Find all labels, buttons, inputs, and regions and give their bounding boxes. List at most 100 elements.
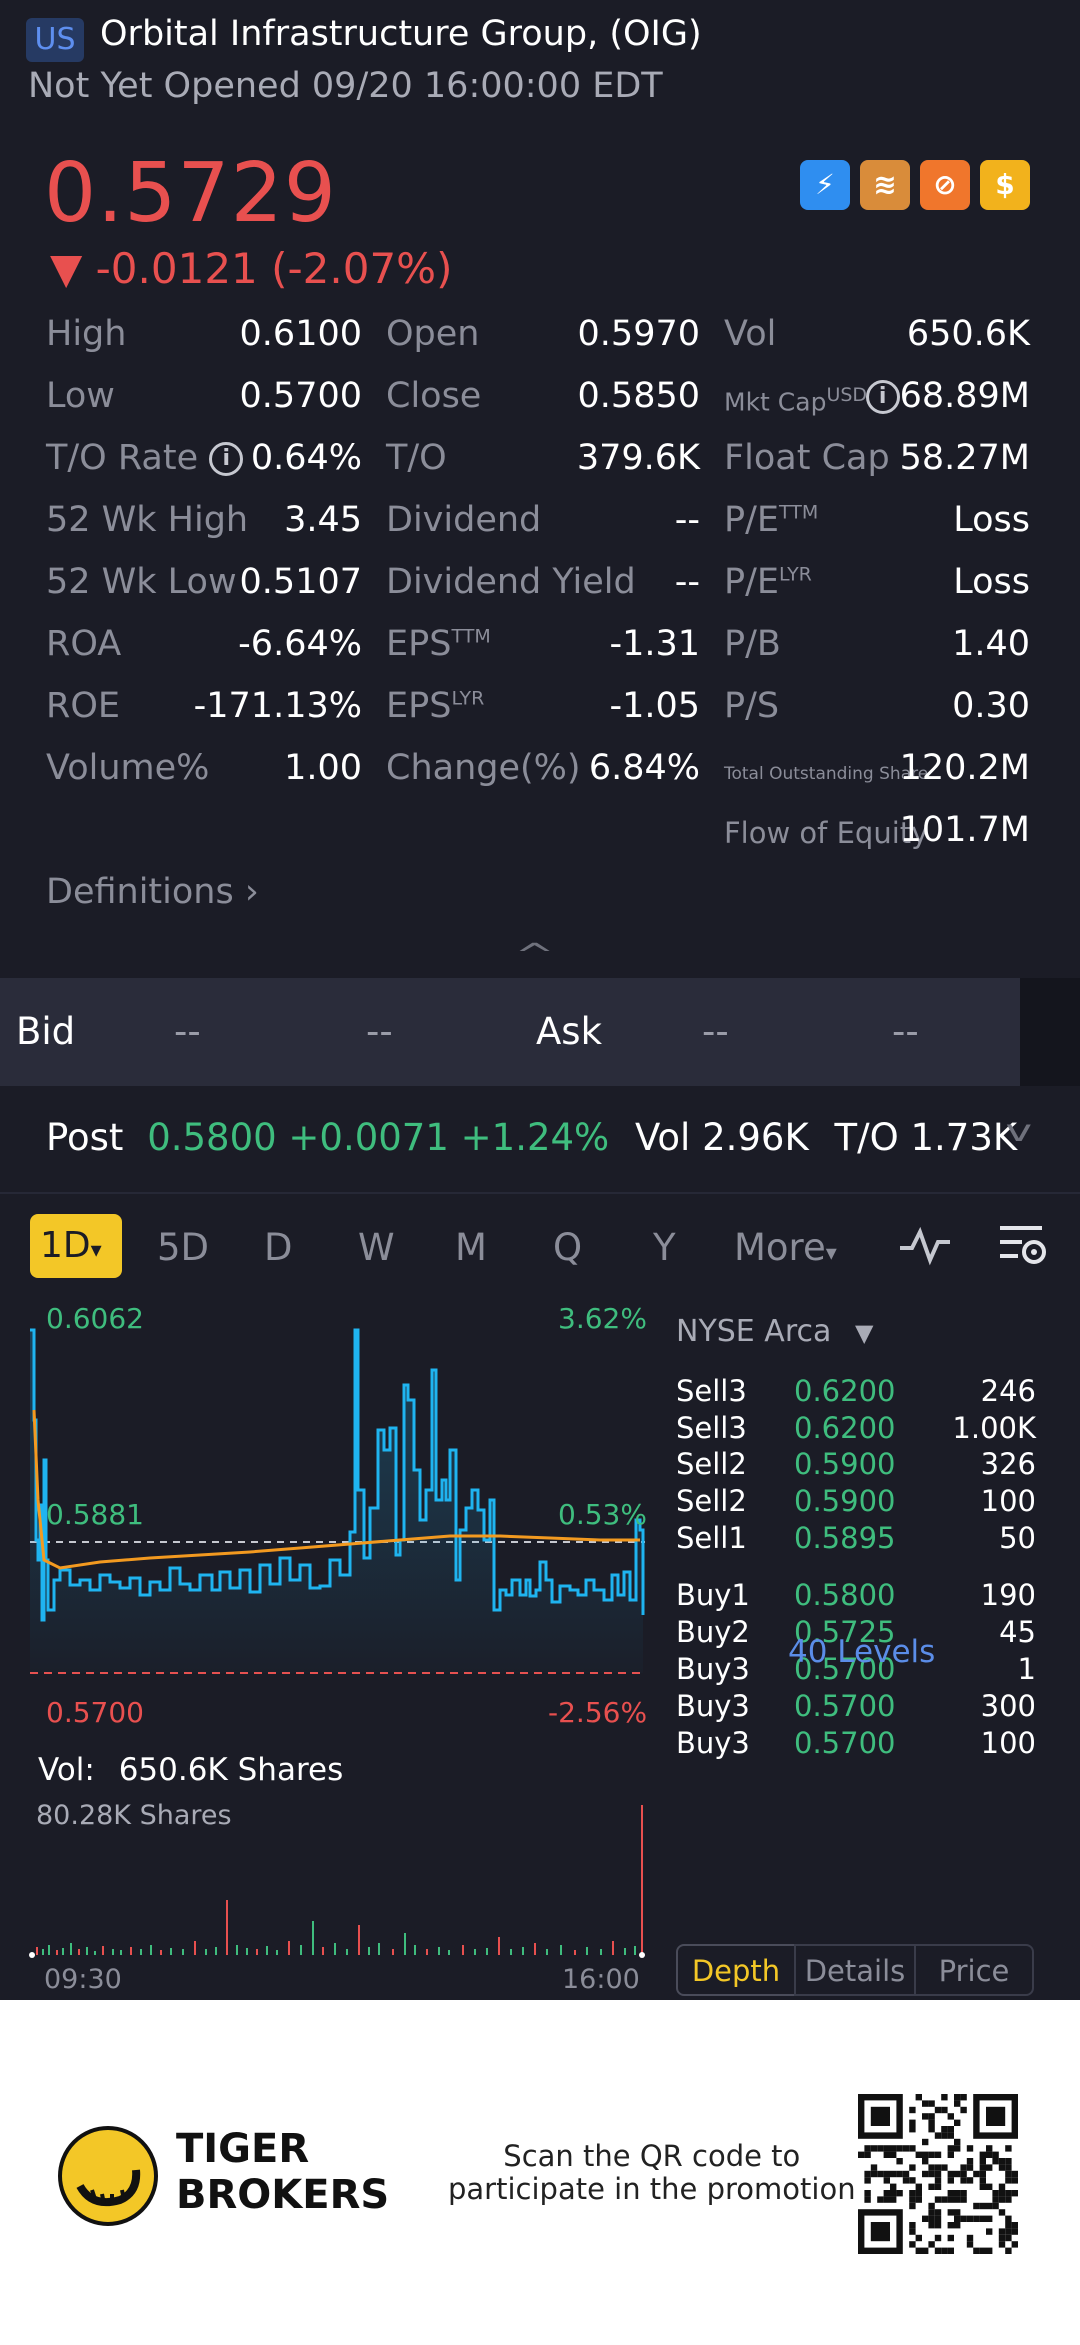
volume-bar bbox=[312, 1921, 314, 1955]
stat-value: 0.5850 bbox=[577, 376, 700, 416]
chevron-down-icon[interactable]: v bbox=[1005, 1114, 1033, 1149]
volume-bar bbox=[62, 1948, 64, 1955]
post-pct: +1.24% bbox=[460, 1116, 610, 1159]
tab-q[interactable]: Q bbox=[553, 1226, 583, 1269]
promo-text: Scan the QR code to participate in the p… bbox=[448, 2140, 856, 2206]
price-area bbox=[30, 1330, 643, 1673]
volume-bar bbox=[150, 1945, 152, 1955]
orderbook-row-name: Sell2 bbox=[676, 1447, 747, 1481]
volume-bar bbox=[346, 1949, 348, 1955]
info-icon[interactable]: i bbox=[209, 442, 244, 476]
volume-bar bbox=[300, 1945, 302, 1955]
stat-label: Vol bbox=[724, 314, 777, 354]
volume-bar bbox=[586, 1947, 588, 1955]
indicator-icon[interactable] bbox=[898, 1226, 952, 1266]
stat-label: Change(%) bbox=[386, 748, 581, 788]
chart-top-price: 0.6062 bbox=[46, 1302, 144, 1335]
volume-bar bbox=[205, 1949, 207, 1955]
stat-label: High bbox=[46, 314, 127, 354]
orderbook-row-volume: 100 bbox=[980, 1726, 1036, 1760]
volume-summary: Vol: 650.6K Shares bbox=[38, 1752, 343, 1788]
orderbook-row-volume: 190 bbox=[980, 1578, 1036, 1612]
orderbook-row-volume: 45 bbox=[999, 1615, 1036, 1649]
volume-bar bbox=[358, 1925, 360, 1955]
post-change: +0.0071 bbox=[288, 1116, 449, 1159]
stat-value: -- bbox=[674, 562, 700, 602]
intraday-chart[interactable] bbox=[0, 1290, 660, 2000]
chart-settings-icon[interactable] bbox=[996, 1222, 1048, 1270]
books-a-icon[interactable]: ≋ bbox=[860, 160, 910, 210]
last-price: 0.5729 bbox=[44, 146, 337, 241]
stat-label: Dividend bbox=[386, 500, 542, 540]
volume-bar bbox=[522, 1947, 524, 1955]
stat-value: i 68.89M bbox=[865, 376, 1030, 416]
volume-bar bbox=[102, 1946, 104, 1955]
eps-sup: LYR bbox=[451, 687, 485, 710]
post-to-label: T/O bbox=[834, 1116, 899, 1159]
mktcap-value: 68.89M bbox=[899, 376, 1030, 416]
qr-code-icon[interactable] bbox=[858, 2094, 1018, 2254]
volume-bar bbox=[215, 1947, 217, 1955]
volume-bar bbox=[392, 1949, 394, 1955]
volume-bar bbox=[448, 1950, 450, 1955]
bid-size: -- bbox=[366, 1010, 393, 1053]
stat-label: Total Outstanding Share bbox=[724, 764, 929, 784]
stat-value: 3.45 bbox=[284, 500, 362, 540]
exchange-selector[interactable]: NYSE Arca ▼ bbox=[676, 1314, 873, 1349]
volume-bar bbox=[36, 1947, 38, 1955]
tab-m[interactable]: M bbox=[455, 1226, 487, 1269]
post-market-row[interactable]: Post 0.5800 +0.0071 +1.24% Vol 2.96K T/O… bbox=[46, 1116, 1017, 1159]
tab-y[interactable]: Y bbox=[653, 1226, 676, 1269]
definitions-link[interactable]: Definitions › bbox=[46, 872, 259, 912]
volume-bar bbox=[498, 1937, 500, 1955]
stat-value: -1.31 bbox=[609, 624, 700, 664]
bid-ask-bar bbox=[0, 978, 1020, 1086]
tab-more[interactable]: More▾ bbox=[734, 1226, 837, 1269]
stat-value: 120.2M bbox=[899, 748, 1030, 788]
mktcap-sup: USD bbox=[826, 384, 868, 406]
orderbook-row-volume: 50 bbox=[999, 1521, 1036, 1555]
bid-label: Bid bbox=[16, 1010, 76, 1053]
no-sign-icon[interactable]: ⊘ bbox=[920, 160, 970, 210]
ask-label: Ask bbox=[536, 1010, 603, 1053]
volume-bar bbox=[194, 1941, 196, 1955]
tiger-logo-icon bbox=[58, 2126, 158, 2226]
ask-size: -- bbox=[892, 1010, 919, 1053]
bid-price: -- bbox=[174, 1010, 201, 1053]
tab-1d-label: 1D bbox=[40, 1225, 91, 1266]
orderbook-row-price: 0.5900 bbox=[794, 1484, 896, 1518]
orderbook-row-name: Buy2 bbox=[676, 1615, 750, 1649]
tab-depth[interactable]: Depth bbox=[676, 1944, 796, 1996]
post-label: Post bbox=[46, 1116, 124, 1159]
tab-w[interactable]: W bbox=[358, 1226, 395, 1269]
tab-5d[interactable]: 5D bbox=[157, 1226, 210, 1269]
lightning-1-icon[interactable]: ⚡ bbox=[800, 160, 850, 210]
volume-bar bbox=[120, 1950, 122, 1955]
orderbook-row-price: 0.5900 bbox=[794, 1447, 896, 1481]
tab-details[interactable]: Details bbox=[794, 1944, 916, 1996]
tab-d[interactable]: D bbox=[264, 1226, 293, 1269]
stat-label: P/ELYR bbox=[724, 562, 812, 602]
tab-more-label: More bbox=[734, 1226, 826, 1269]
post-vol-label: Vol bbox=[634, 1116, 691, 1159]
tab-price[interactable]: Price bbox=[914, 1944, 1034, 1996]
stat-label: P/S bbox=[724, 686, 780, 726]
tab-1d[interactable]: 1D▾ bbox=[30, 1214, 122, 1278]
exchange-label: NYSE Arca bbox=[676, 1314, 832, 1349]
to-rate-label: T/O Rate bbox=[46, 438, 199, 478]
volume-bars bbox=[36, 1900, 636, 1955]
dollar-icon[interactable]: $ bbox=[980, 160, 1030, 210]
orderbook-row-price: 0.5700 bbox=[794, 1652, 896, 1686]
volume-bar bbox=[246, 1948, 248, 1955]
levels-link[interactable]: 40 Levels bbox=[788, 1634, 936, 1670]
info-icon[interactable]: i bbox=[865, 380, 900, 414]
orderbook-row-volume: 1.00K bbox=[952, 1411, 1036, 1445]
volume-bar bbox=[112, 1949, 114, 1955]
orderbook-row-price: 0.5700 bbox=[794, 1689, 896, 1723]
caret-down-icon: ▾ bbox=[825, 1241, 837, 1266]
volume-bar bbox=[634, 1946, 636, 1955]
volume-bar bbox=[48, 1945, 50, 1955]
chevron-up-icon[interactable]: ^ bbox=[514, 938, 555, 973]
pe-label: P/E bbox=[724, 562, 780, 602]
stat-label: 52 Wk High bbox=[46, 500, 249, 540]
